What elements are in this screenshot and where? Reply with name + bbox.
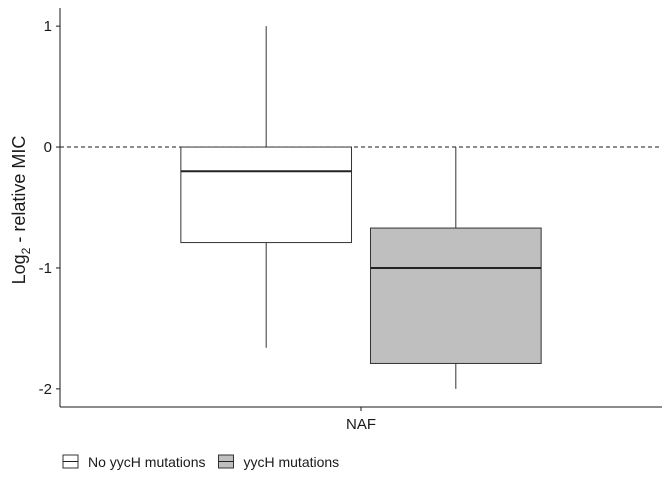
legend-item: No yycH mutations [62, 454, 205, 470]
y-tick-label: 1 [44, 18, 52, 35]
y-axis-title-rest: - relative MIC [9, 136, 29, 248]
box-1 [180, 26, 353, 348]
x-axis: NAF [60, 406, 662, 433]
legend-label: No yycH mutations [88, 454, 205, 470]
y-tick-label: -1 [39, 260, 52, 277]
plot-area [60, 26, 662, 389]
legend-label: yycH mutations [243, 454, 339, 470]
box-iqr [180, 146, 353, 244]
x-tick-label: NAF [346, 416, 376, 433]
legend: No yycH mutations yycH mutations [62, 454, 339, 470]
y-axis: 1 0 -1 -2 [39, 8, 61, 407]
y-axis-title: Log2 - relative MIC [9, 136, 33, 285]
box-2 [369, 147, 542, 389]
box-iqr [369, 227, 542, 364]
y-axis-title-main: Log [9, 254, 29, 284]
y-axis-title-subscript: 2 [19, 247, 33, 254]
legend-item: yycH mutations [217, 454, 339, 470]
y-tick-label: 0 [44, 139, 52, 156]
y-tick-label: -2 [39, 381, 52, 398]
